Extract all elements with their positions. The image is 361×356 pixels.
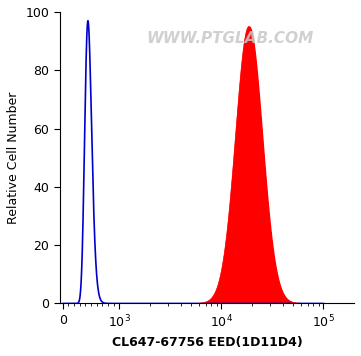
Y-axis label: Relative Cell Number: Relative Cell Number — [7, 91, 20, 224]
Text: WWW.PTGLAB.COM: WWW.PTGLAB.COM — [147, 31, 314, 46]
X-axis label: CL647-67756 EED(1D11D4): CL647-67756 EED(1D11D4) — [112, 336, 302, 349]
